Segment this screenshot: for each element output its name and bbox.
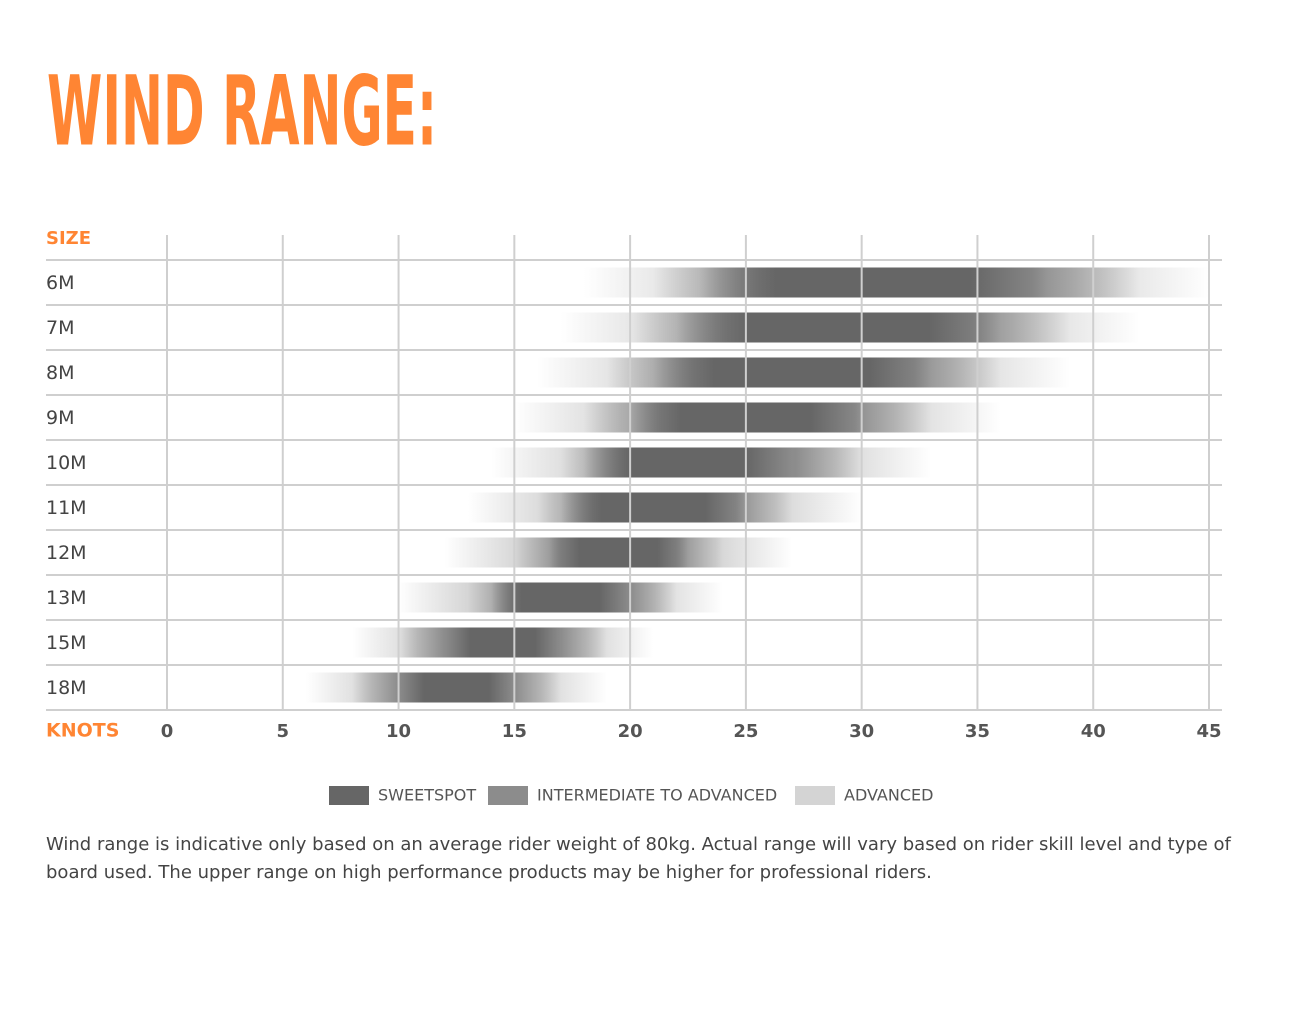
legend-swatch: [329, 786, 369, 805]
y-tick-label: 10M: [46, 452, 87, 474]
x-tick-label: 40: [1081, 721, 1106, 742]
x-axis-label: KNOTS: [46, 720, 119, 742]
range-bar: [676, 312, 1001, 343]
y-tick-label: 7M: [46, 317, 74, 339]
y-tick-label: 11M: [46, 497, 87, 519]
range-bar: [398, 672, 515, 703]
x-tick-label: 35: [965, 721, 990, 742]
legend-label: SWEETSPOT: [378, 786, 476, 805]
range-bar: [699, 267, 1047, 298]
legend-label: INTERMEDIATE TO ADVANCED: [537, 786, 777, 805]
y-axis-label: SIZE: [46, 228, 91, 249]
x-tick-label: 15: [502, 721, 527, 742]
legend-label: ADVANCED: [844, 786, 933, 805]
x-tick-label: 10: [386, 721, 411, 742]
range-bar: [583, 447, 793, 478]
range-bar: [491, 582, 631, 613]
y-tick-label: 13M: [46, 587, 87, 609]
range-bar: [653, 357, 932, 388]
range-bar: [444, 627, 561, 658]
y-tick-label: 9M: [46, 407, 74, 429]
x-tick-label: 45: [1196, 721, 1221, 742]
x-tick-label: 5: [277, 721, 290, 742]
y-tick-label: 15M: [46, 632, 87, 654]
x-tick-label: 25: [733, 721, 758, 742]
y-tick-label: 12M: [46, 542, 87, 564]
y-tick-label: 6M: [46, 272, 74, 294]
range-bar: [560, 492, 746, 523]
x-tick-label: 0: [161, 721, 174, 742]
y-tick-label: 18M: [46, 677, 87, 699]
y-tick-label: 8M: [46, 362, 74, 384]
chart-title: WIND RANGE:: [47, 55, 437, 167]
footnote: Wind range is indicative only based on a…: [46, 834, 1231, 883]
legend-swatch: [488, 786, 528, 805]
x-tick-label: 20: [618, 721, 643, 742]
range-bar: [549, 537, 688, 568]
legend-swatch: [795, 786, 835, 805]
x-tick-label: 30: [849, 721, 874, 742]
